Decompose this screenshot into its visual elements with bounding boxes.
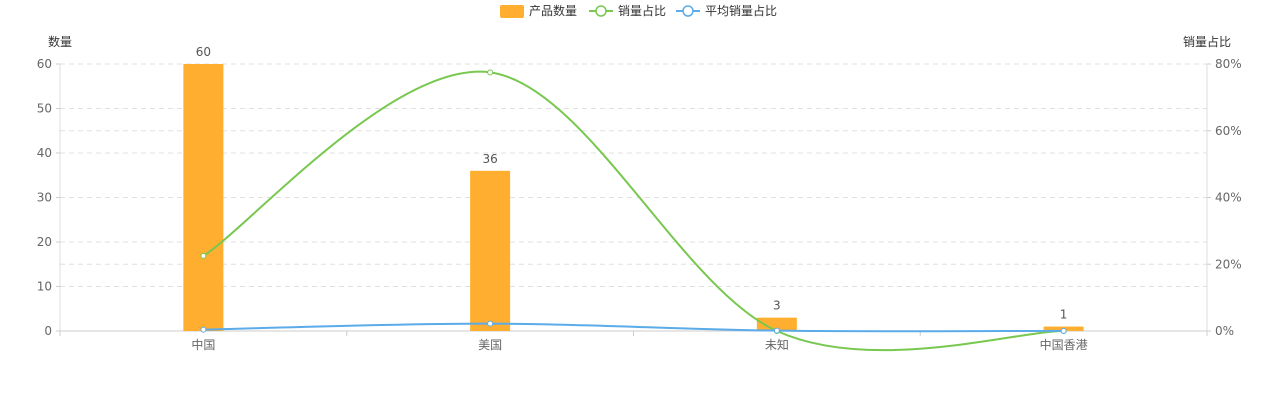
y-tick-label-left: 50 [37,102,52,116]
legend-item: 销量占比 [589,3,666,18]
y-tick-label-right: 0% [1215,324,1234,338]
series-point [1060,327,1067,334]
bar-data-label: 60 [196,45,211,59]
legend-label: 产品数量 [529,3,577,18]
series-point [487,69,494,76]
series-point [773,327,780,334]
y-tick-label-left: 40 [37,146,52,160]
bar-data-label: 3 [773,299,781,313]
y-axis-title-left: 数量 [48,34,72,49]
series-line [203,322,1064,333]
legend-swatch-marker [595,5,607,17]
axes [56,63,1211,336]
bar-data-label: 36 [482,152,497,166]
bar-series [183,64,1084,331]
line-series [200,69,1067,352]
legend-label: 销量占比 [618,3,666,18]
legend-item: 产品数量 [500,3,577,18]
tick-labels: 0 10 20 30 40 50 60 0% 20% 40% 60% 80% 中国 美国 未知 中国香港 60 3… [37,45,1242,352]
legend-swatch-marker [682,5,694,17]
legend-item: 平均销量占比 [676,3,777,18]
x-tick-label: 美国 [478,338,502,352]
y-tick-label-right: 80% [1215,57,1242,71]
y-tick-label-right: 40% [1215,191,1242,205]
legend-label: 平均销量占比 [705,3,777,18]
x-tick-label: 未知 [765,338,789,352]
series-point [487,320,494,327]
bar [183,64,224,331]
x-tick-label: 中国香港 [1040,337,1088,352]
series-line [202,70,1064,352]
y-tick-label-right: 20% [1215,257,1242,271]
bar [470,170,511,331]
legend-swatch-bar [500,5,524,18]
y-tick-label-left: 20 [37,235,52,249]
y-tick-label-left: 60 [37,57,52,71]
x-tick-label: 中国 [191,337,215,352]
y-tick-label-left: 30 [37,191,52,205]
series-point [200,326,207,333]
gridlines [60,63,1207,287]
y-tick-label-right: 60% [1215,124,1242,138]
y-tick-label-left: 10 [37,280,52,294]
series-point [200,252,207,259]
bar [756,317,797,331]
bar-data-label: 1 [1060,308,1068,322]
y-tick-label-left: 0 [44,324,52,338]
legend: 产品数量 销量占比 平均销量占比 [500,3,777,18]
y-axis-title-right: 销量占比 [1183,34,1231,49]
